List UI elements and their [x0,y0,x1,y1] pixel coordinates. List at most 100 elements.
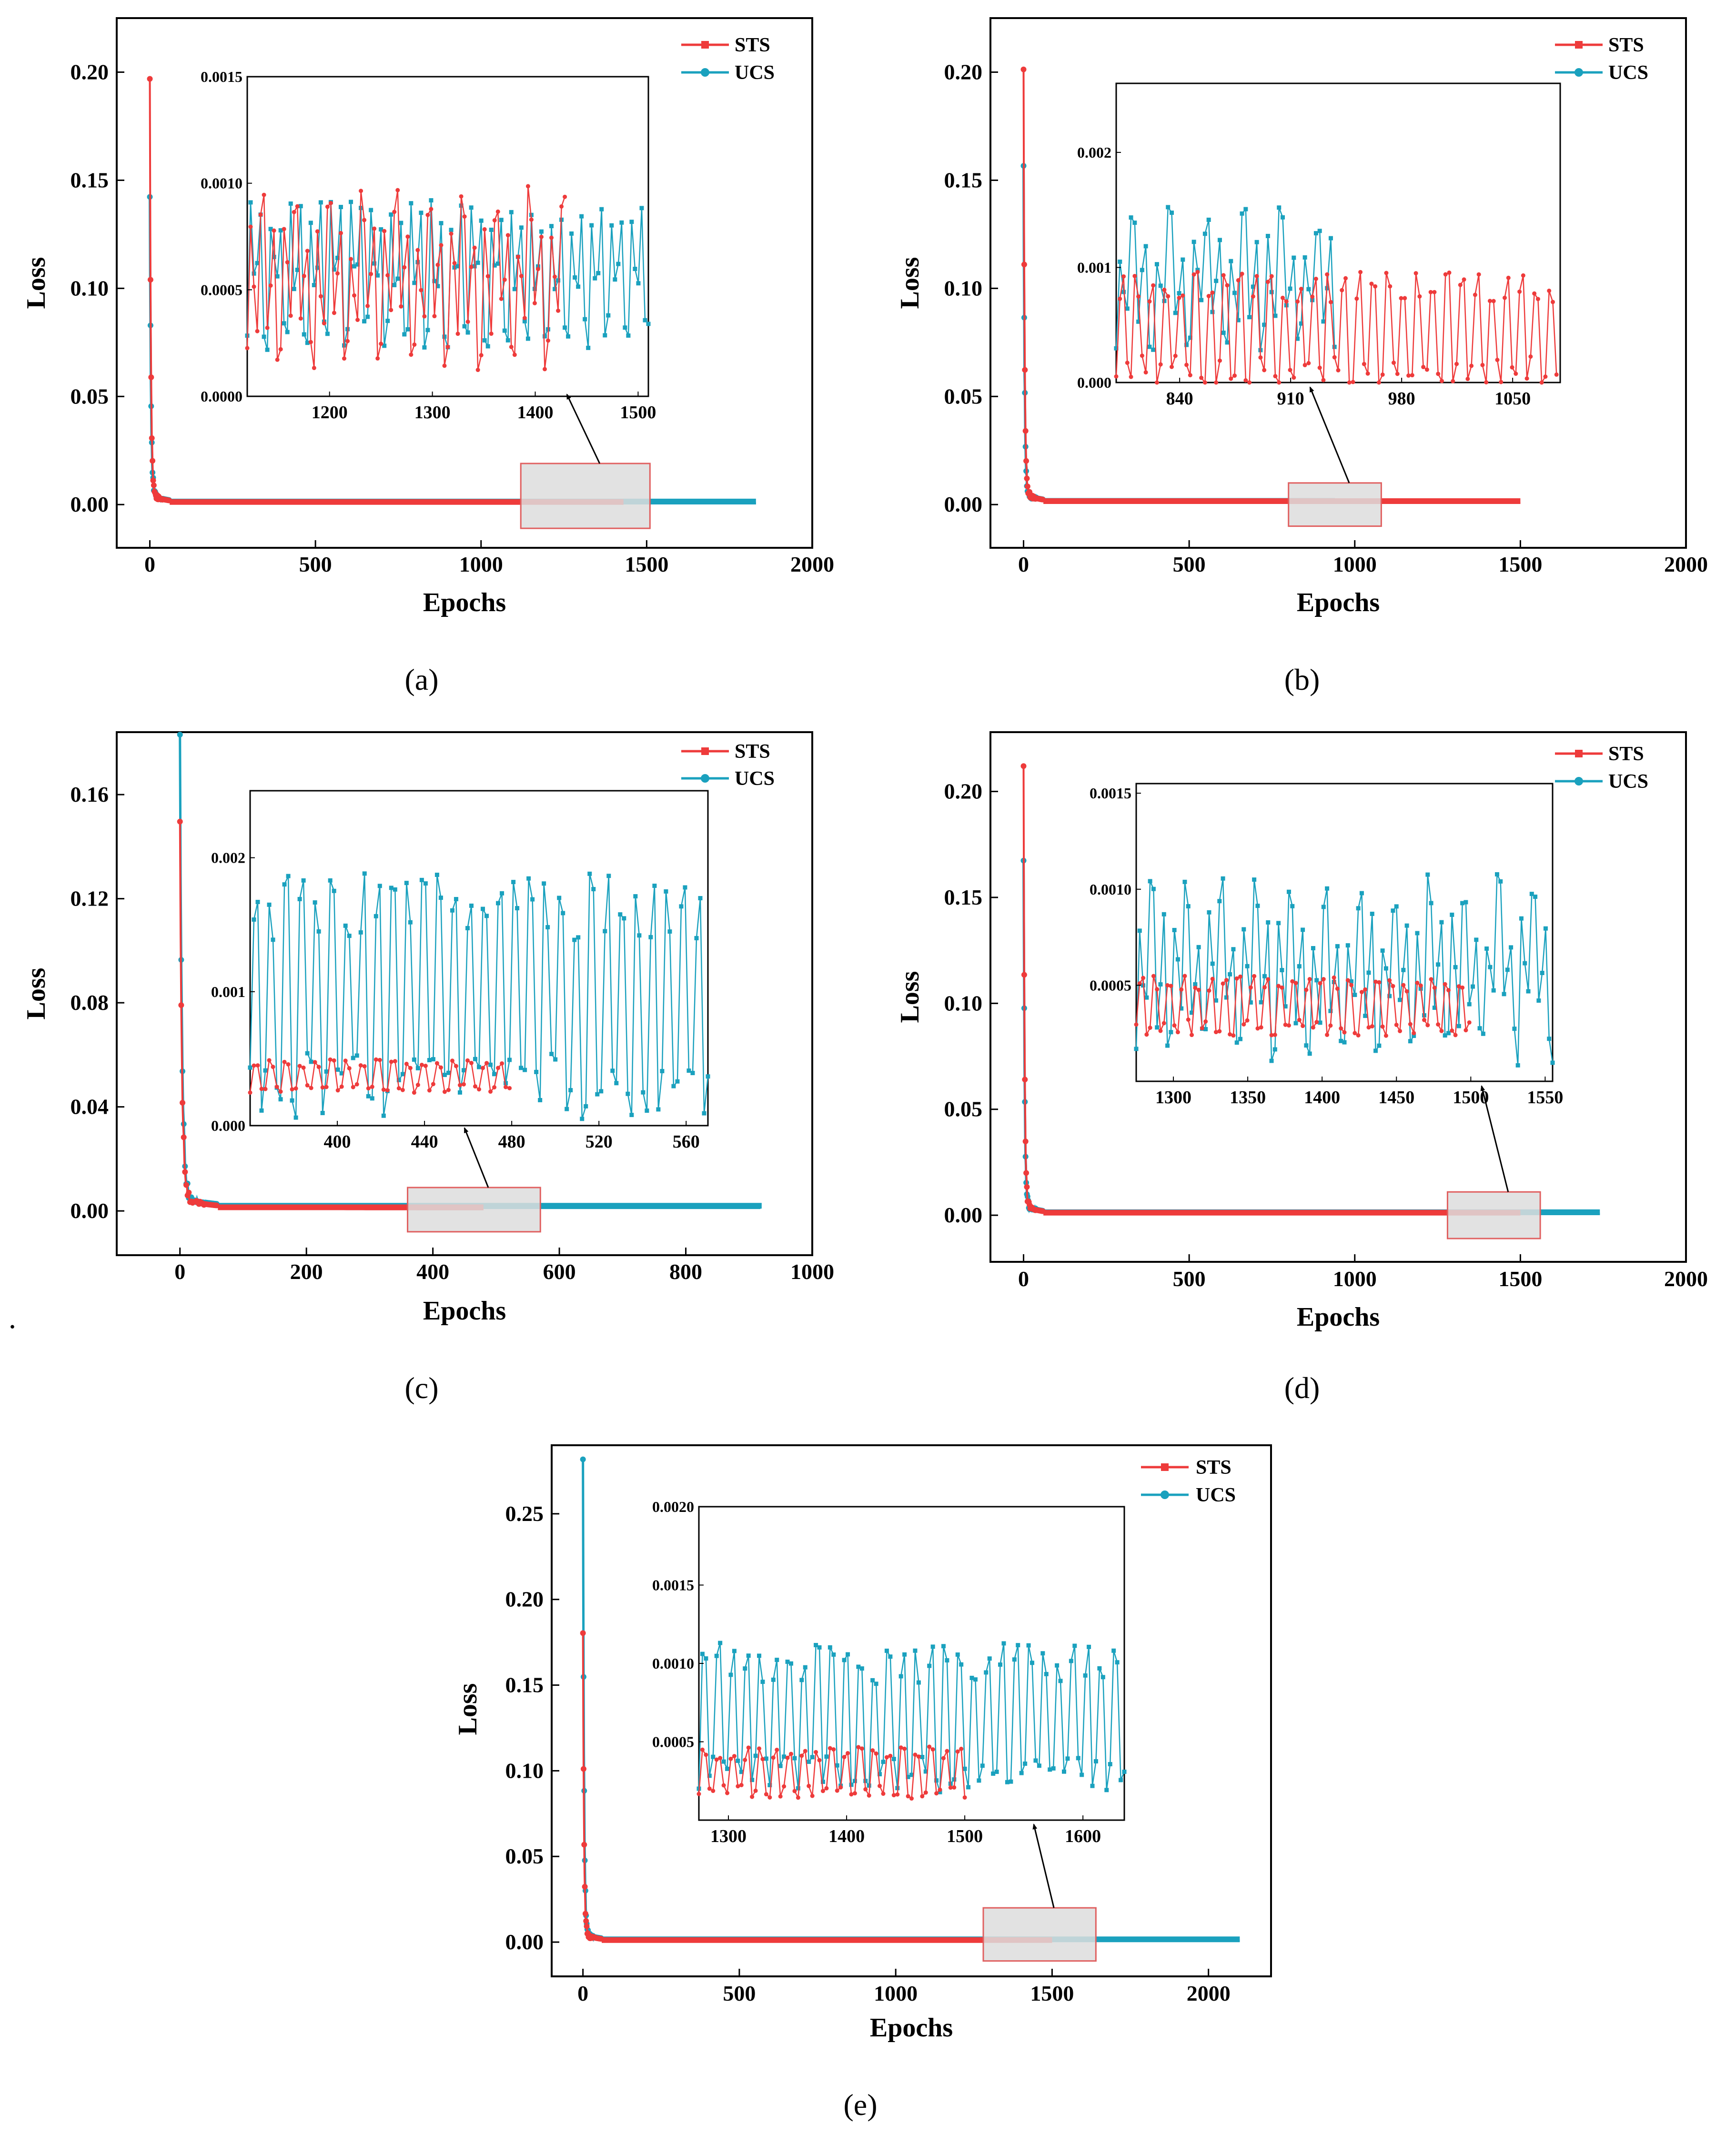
c-inset-sts-point [396,1086,401,1091]
a-inset-sts-point [375,356,380,361]
d-inset-sts-point [1196,987,1201,992]
d-caption: (d) [1284,1371,1320,1405]
e-inset-sts-point [711,1789,716,1793]
e-inset-ucs-point [856,1664,861,1669]
c-inset-ucs-point [454,897,458,902]
e-inset-ucs-point [1108,1762,1112,1766]
a-xtick-label: 1000 [459,552,503,576]
b-inset-sts-point [1191,272,1196,277]
d-ytick-label: 0.15 [944,885,983,909]
b-main-sts-point [1024,475,1030,482]
a-inset-sts-point [439,243,444,248]
a-inset-sts-point [475,368,480,373]
c-inset-ucs-point [568,1088,573,1093]
d-inset-ucs-point [1144,995,1149,1000]
c-inset-ucs-point [473,1057,477,1061]
e-inset-ucs-point [760,1680,765,1684]
d-inset-ucs-point [1533,895,1538,899]
c-inset-sts-point [343,1058,348,1063]
d-inset-sts-point [1460,985,1465,990]
e-inset-ucs-point [810,1755,815,1760]
a-inset-ucs-point [539,229,544,234]
c-inset-ucs-point [706,1074,710,1079]
c-inset-sts-point [450,1058,454,1063]
d-inset-sts-point [1179,987,1184,992]
d-inset-sts-point [1297,1017,1302,1022]
e-inset-sts-point [775,1747,779,1752]
d-inset-sts-point [1238,974,1242,979]
b-inset-sts-point [1206,294,1211,299]
b-inset-sts-point [1476,272,1481,277]
b-main-sts-point [1022,367,1028,373]
d-inset-ucs-point [1190,1010,1194,1015]
e-inset-sts-point [788,1752,793,1756]
e-inset-ucs-point [1051,1766,1056,1771]
b-inset-ucs-point [1118,259,1122,264]
panel-e: 0.00 0.05 0.10 0.15 0.20 0.25 0 500 1000 1500 200… [453,1444,1272,2122]
e-inset-ucs-point [1019,1771,1024,1775]
c-inset-ucs-point [698,896,703,901]
d-zoom-arrow [1480,1085,1509,1192]
a-inset-ucs-point [349,200,353,204]
c-inset-ucs-point [354,1053,359,1058]
a-inset-ucs-point [268,227,273,232]
a-inset-ucs-point [405,327,410,332]
a-inset-ucs-point [525,336,530,341]
c-main-sts-point [182,1169,188,1175]
e-xtick-label: 1000 [874,1981,918,2005]
c-inset-sts-point [488,1089,493,1094]
d-inset-sts-point [1234,976,1239,981]
c-inset-ucs-point [446,1070,451,1075]
c-inset-ytick-label: 0.000 [211,1117,245,1134]
e-inset-ucs-point [835,1763,839,1768]
d-ytick-label: 0.10 [944,991,983,1015]
c-xtick-label: 600 [543,1259,576,1284]
b-inset-sts-point [1365,371,1370,376]
e-inset-sts-point [895,1792,900,1797]
c-inset-ucs-point [500,891,505,896]
e-inset-sts-point [898,1745,903,1750]
e-inset-ucs-point [888,1654,893,1659]
a-inset-sts-point [485,274,490,279]
e-inset-ucs-point [930,1644,935,1649]
b-inset-sts-point [1118,296,1122,301]
a-inset-sts-point [546,338,550,343]
c-inset-sts-point [473,1084,477,1089]
e-inset-sts-point [739,1782,744,1787]
e-inset-sts-point [930,1747,935,1752]
a-inset-ucs-point [379,227,384,232]
d-inset-ucs-point [1383,966,1388,971]
b-inset-sts-point [1284,299,1289,304]
d-inset-ytick-label: 0.0015 [1090,785,1131,802]
b-inset-ucs-point [1277,205,1282,210]
d-inset-ucs-point [1224,995,1229,1000]
e-inset-sts-point [962,1795,967,1800]
e-inset-ucs-point [1119,1778,1123,1782]
d-inset-sts-point [1262,985,1267,990]
b-inset-sts-point [1528,354,1533,359]
d-inset-ucs-point [1387,994,1392,998]
d-inset-ucs-point [1370,911,1374,916]
d-inset-ucs-point [1439,920,1444,925]
a-inset-sts-point [258,212,263,217]
b-inset-sts-point [1177,295,1181,300]
e-inset-ucs-point [984,1670,989,1675]
b-inset-sts-point [1535,297,1540,302]
b-inset-sts-point [1439,379,1444,383]
c-inset-sts-point [504,1085,508,1089]
c-xtick-label: 400 [416,1259,449,1284]
d-inset-sts-point [1148,1026,1152,1030]
b-inset-sts-point [1532,291,1537,296]
c-inset-ucs-point [320,1111,325,1116]
d-inset-ucs-point [1193,982,1198,987]
c-inset-sts-point [328,1057,333,1062]
c-inset-ucs-point [496,901,501,906]
d-inset-ytick-label: 0.0005 [1090,977,1131,994]
e-inset-ucs-point [743,1666,747,1671]
b-inset-sts-point [1469,363,1474,368]
c-inset-ucs-point [313,900,317,905]
e-inset-sts-point [835,1788,839,1793]
c-inset-ucs-point [328,878,333,883]
e-inset-sts-point [870,1748,875,1753]
b-ytick-label: 0.05 [944,384,983,408]
